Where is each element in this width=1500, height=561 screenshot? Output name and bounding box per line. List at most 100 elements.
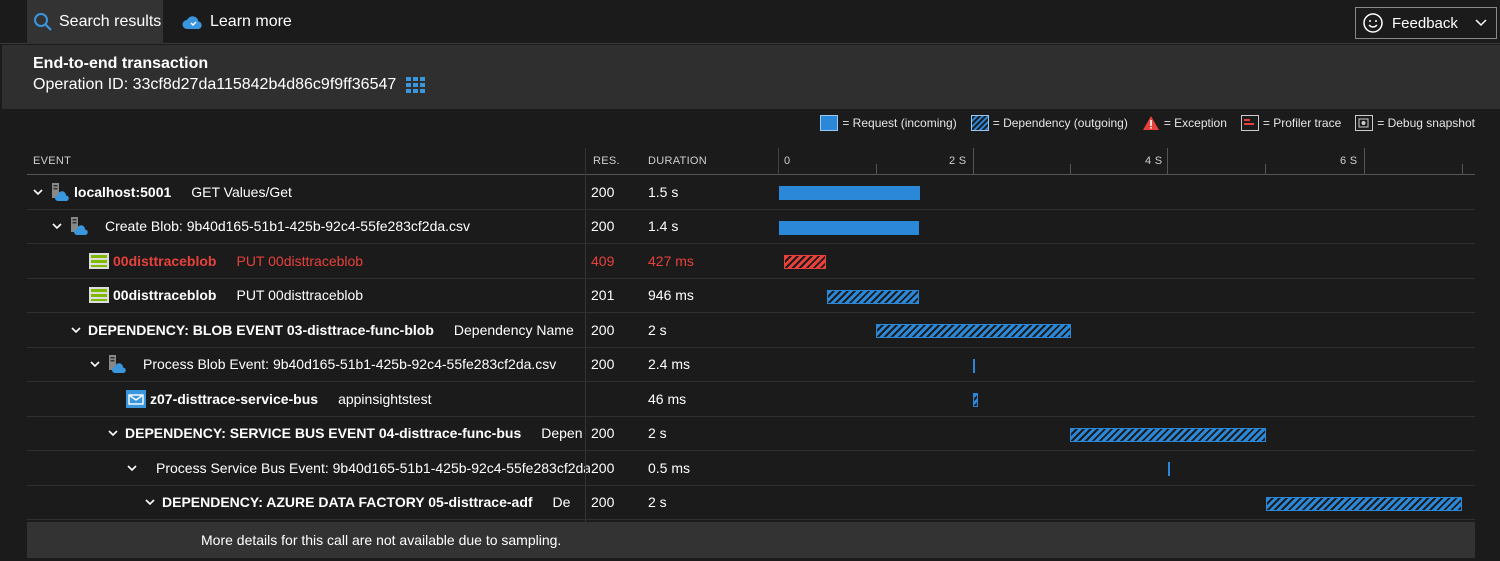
event-detail: De (552, 494, 571, 511)
timeline-bar-dependency-failed[interactable] (784, 255, 826, 269)
tick-label: 2 S (949, 155, 967, 167)
table-row[interactable]: 00disttraceblob PUT 00disttraceblob 201 … (27, 279, 1475, 313)
duration: 1.5 s (648, 183, 679, 200)
duration: 946 ms (648, 287, 694, 304)
column-duration[interactable]: DURATION (648, 155, 708, 167)
legend: = Request (incoming) = Dependency (outgo… (806, 115, 1475, 131)
exception-warning-icon (1142, 116, 1159, 130)
timeline-bar-request[interactable] (779, 186, 920, 200)
chevron-down-icon[interactable] (144, 496, 158, 508)
table-row[interactable]: DEPENDENCY: SERVICE BUS EVENT 04-disttra… (27, 417, 1475, 451)
tick-label: 4 S (1145, 155, 1163, 167)
chevron-down-icon[interactable] (107, 427, 121, 439)
table-row[interactable]: Process Service Bus Event: 9b40d165-51b1… (27, 451, 1475, 486)
server-cloud-icon (109, 355, 126, 374)
chevron-down-icon[interactable] (51, 220, 65, 232)
column-divider (585, 148, 586, 558)
operation-id-row: Operation ID: 33cf8d27da115842b4d86c9f9f… (33, 76, 1500, 94)
result-code: 200 (591, 218, 615, 235)
event-detail: PUT 00disttraceblob (236, 252, 364, 269)
storage-blob-icon (89, 287, 109, 304)
table-row[interactable]: Create Blob: 9b40d165-51b1-425b-92c4-55f… (27, 210, 1475, 244)
timeline-bar-dependency[interactable] (973, 393, 978, 407)
duration: 2 s (648, 425, 667, 442)
table-row[interactable]: 00disttraceblob PUT 00disttraceblob 409 … (27, 244, 1475, 279)
smiley-icon (1363, 13, 1383, 33)
timeline-bar-dependency[interactable] (876, 324, 1071, 338)
service-bus-icon (126, 389, 146, 408)
event-detail: Process Blob Event: 9b40d165-51b1-425b-9… (143, 356, 557, 373)
storage-blob-icon (89, 252, 109, 269)
table-row[interactable]: DEPENDENCY: AZURE DATA FACTORY 05-disttr… (27, 486, 1475, 520)
timeline-bar-request[interactable] (973, 358, 975, 373)
table-row[interactable]: DEPENDENCY: BLOB EVENT 03-disttrace-func… (27, 313, 1475, 348)
duration: 2 s (648, 321, 667, 338)
result-code: 200 (591, 356, 615, 373)
table-row[interactable]: localhost:5001 GET Values/Get 200 1.5 s (27, 175, 1475, 210)
chevron-down-icon[interactable] (70, 324, 84, 336)
event-name: DEPENDENCY: AZURE DATA FACTORY 05-disttr… (162, 494, 533, 511)
event-name: localhost:5001 (74, 183, 172, 200)
table-header: EVENT RES. DURATION 0 2 S 4 S 6 S (27, 148, 1475, 175)
page-title: End-to-end transaction (33, 55, 209, 72)
search-results-button[interactable]: Search results (27, 0, 163, 44)
event-detail: Create Blob: 9b40d165-51b1-425b-92c4-55f… (105, 218, 471, 235)
duration: 46 ms (648, 390, 687, 407)
event-detail: PUT 00disttraceblob (236, 287, 364, 304)
table-row[interactable]: z07-disttrace-service-bus appinsightstes… (27, 382, 1475, 417)
legend-request: = Request (incoming) (820, 115, 957, 131)
legend-debug: = Debug snapshot (1355, 115, 1475, 131)
result-code: 200 (591, 183, 615, 200)
learn-more-button[interactable]: Learn more (180, 0, 292, 44)
server-cloud-icon (52, 182, 69, 201)
table-row[interactable]: Process Blob Event: 9b40d165-51b1-425b-9… (27, 348, 1475, 382)
legend-debug-label: = Debug snapshot (1377, 116, 1475, 130)
column-event[interactable]: EVENT (33, 155, 72, 167)
sampling-note: More details for this call are not avail… (27, 522, 1475, 558)
legend-exception-label: = Exception (1163, 116, 1227, 130)
timeline-divider (778, 148, 779, 175)
event-name: DEPENDENCY: SERVICE BUS EVENT 04-disttra… (125, 425, 522, 442)
timeline-bar-dependency[interactable] (1266, 496, 1462, 511)
legend-dependency: = Dependency (outgoing) (970, 115, 1128, 131)
timeline-bar-dependency[interactable] (827, 289, 919, 304)
duration: 427 ms (648, 252, 694, 269)
event-detail: Dependency Name (453, 321, 574, 338)
transaction-header: End-to-end transaction Operation ID: 33c… (2, 45, 1500, 109)
legend-profiler-label: = Profiler trace (1262, 116, 1342, 130)
tick-label: 0 (784, 155, 791, 167)
chevron-down-icon[interactable] (126, 462, 138, 474)
transaction-table: EVENT RES. DURATION 0 2 S 4 S 6 S localh… (27, 148, 1475, 520)
chevron-down-icon[interactable] (89, 358, 103, 370)
duration: 0.5 ms (648, 459, 691, 476)
duration: 2.4 ms (648, 356, 691, 373)
feedback-dropdown[interactable]: Feedback (1355, 7, 1497, 39)
search-icon (34, 13, 52, 31)
feedback-label: Feedback (1392, 14, 1458, 32)
duration: 1.4 s (648, 218, 679, 235)
timeline-bar-request[interactable] (1168, 462, 1170, 476)
grid-view-icon[interactable] (406, 77, 426, 93)
legend-dependency-label: = Dependency (outgoing) (992, 116, 1128, 130)
cloud-icon (182, 16, 202, 29)
tick-label: 6 S (1340, 155, 1358, 167)
result-code: 200 (591, 425, 615, 442)
profiler-trace-icon (1240, 115, 1259, 131)
server-cloud-icon (71, 217, 88, 236)
timeline-bar-request[interactable] (779, 220, 919, 235)
result-code: 200 (591, 321, 615, 338)
chevron-down-icon[interactable] (32, 186, 46, 198)
legend-profiler: = Profiler trace (1240, 115, 1342, 131)
learn-more-label: Learn more (210, 13, 292, 30)
event-detail: Process Service Bus Event: 9b40d165-51b1… (156, 459, 590, 476)
event-name: 00disttraceblob (113, 252, 217, 269)
chevron-down-icon (1475, 19, 1487, 27)
dependency-swatch-icon (970, 115, 989, 131)
event-name: 00disttraceblob (113, 287, 217, 304)
duration: 2 s (648, 494, 667, 511)
event-name: DEPENDENCY: BLOB EVENT 03-disttrace-func… (88, 321, 434, 338)
top-toolbar: Search results Learn more Feedback (0, 0, 1500, 44)
timeline-bar-dependency[interactable] (1070, 427, 1266, 442)
debug-snapshot-icon (1355, 115, 1374, 131)
column-res[interactable]: RES. (593, 155, 620, 167)
